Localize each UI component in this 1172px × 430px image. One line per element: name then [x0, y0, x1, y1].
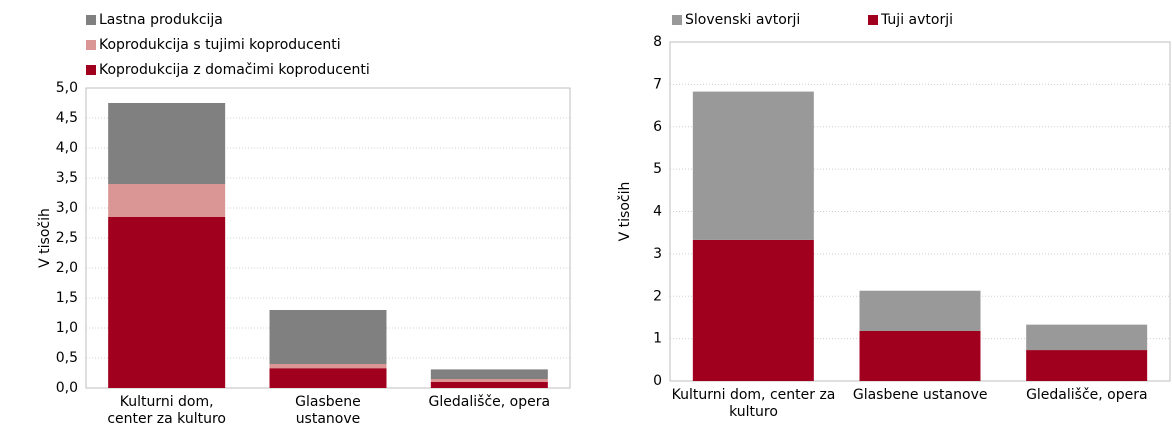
y-tick-label: 4,5 [56, 110, 78, 126]
y-tick-label: 0,0 [56, 380, 78, 396]
y-tick-label: 1 [653, 331, 662, 347]
bar-segment [859, 330, 981, 381]
legend-swatch [86, 40, 96, 50]
x-tick-label: Gledališče, opera [1026, 387, 1148, 403]
y-axis-label: V tisočih [37, 208, 53, 268]
y-tick-label: 0 [653, 373, 662, 389]
legend-label: Tuji avtorji [880, 12, 953, 28]
legend-label: Koprodukcija s tujimi koproducenti [99, 37, 341, 53]
x-tick-label: Glasbene ustanove [852, 387, 988, 403]
y-tick-label: 4,0 [56, 140, 78, 156]
y-tick-label: 3,0 [56, 200, 78, 216]
y-tick-label: 8 [653, 34, 662, 50]
x-tick-label-box: Kulturni dom, center za kulturo [107, 394, 226, 427]
y-tick-label: 2 [653, 288, 662, 304]
legend-label: Lastna produkcija [99, 12, 223, 28]
bar-segment [859, 290, 981, 331]
y-tick-label: 7 [653, 76, 662, 92]
x-tick-label-box: Gledališče, opera [1026, 387, 1148, 403]
bar-segment [1026, 324, 1148, 351]
y-tick-label: 5 [653, 161, 662, 177]
legend-label: Koprodukcija z domačimi koproducenti [99, 62, 370, 78]
bar-segment [430, 379, 548, 382]
x-tick-label-box: Kulturni dom, center za kulturo [671, 387, 836, 420]
bar-segment [692, 91, 814, 240]
bar-segment [430, 369, 548, 379]
legend-swatch [672, 15, 682, 25]
y-tick-label: 1,5 [56, 290, 78, 306]
x-tick-label: Glasbene ustanove [295, 394, 361, 427]
bar-segment [108, 184, 226, 217]
y-tick-label: 5,0 [56, 80, 78, 96]
bar-segment [108, 217, 226, 388]
bar-segment [269, 368, 387, 388]
y-tick-label: 0,5 [56, 350, 78, 366]
y-tick-label: 4 [653, 204, 662, 220]
y-tick-label: 2,0 [56, 260, 78, 276]
x-tick-label-box: Glasbene ustanove [295, 394, 361, 427]
bar-segment [269, 364, 387, 369]
y-tick-label: 6 [653, 119, 662, 135]
bar-segment [269, 310, 387, 364]
bar-segment [108, 103, 226, 184]
legend-swatch [868, 15, 878, 25]
y-tick-label: 3 [653, 246, 662, 262]
bar-segment [692, 239, 814, 381]
y-axis-label: V tisočih [617, 182, 633, 242]
legend-swatch [86, 15, 96, 25]
x-tick-label: Gledališče, opera [428, 394, 551, 410]
x-tick-label-box: Glasbene ustanove [852, 387, 988, 403]
x-tick-label: Kulturni dom, center za kulturo [107, 394, 226, 427]
x-tick-label: Kulturni dom, center za kulturo [671, 387, 836, 420]
bar-segment [430, 382, 548, 388]
y-tick-label: 3,5 [56, 170, 78, 186]
x-tick-label-box: Gledališče, opera [428, 394, 551, 410]
y-tick-label: 1,0 [56, 320, 78, 336]
legend-swatch [86, 65, 96, 75]
legend-label: Slovenski avtorji [685, 12, 800, 28]
y-tick-label: 2,5 [56, 230, 78, 246]
bar-segment [1026, 350, 1148, 381]
